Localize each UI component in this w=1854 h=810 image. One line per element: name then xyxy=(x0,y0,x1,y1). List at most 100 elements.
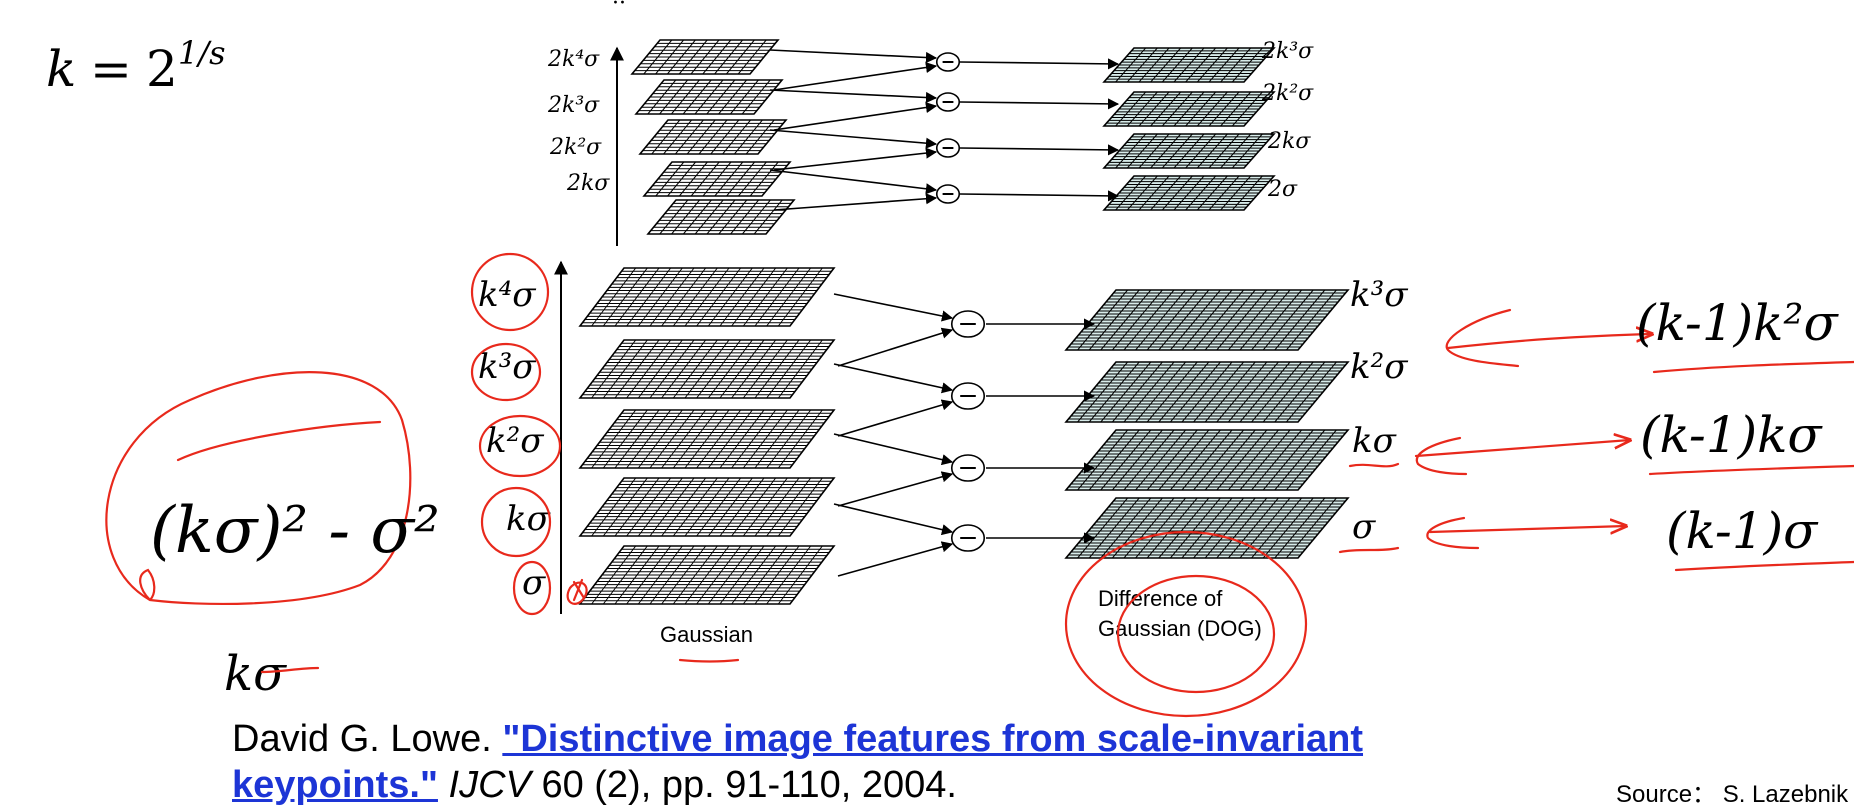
bottom-arrow-in xyxy=(833,293,954,322)
bottom-dog-label-4: σ xyxy=(1352,507,1376,547)
bottom-gaussian-grid xyxy=(578,339,836,399)
bottom-dog-label-1: k³σ xyxy=(1350,275,1408,315)
top-minus-node xyxy=(935,138,961,158)
annotation-note-1-underline xyxy=(1652,360,1854,374)
bottom-gaussian-label-1: k⁴σ xyxy=(478,275,536,315)
handwritten-left-below: kσ xyxy=(224,646,287,702)
bottom-gaussian-grid xyxy=(578,267,836,327)
bottom-gaussian-label-5: σ xyxy=(522,563,546,603)
annotation-left-loop xyxy=(105,371,412,606)
bottom-gaussian-grid xyxy=(578,477,836,537)
handwritten-left-formula: (kσ)² - σ² xyxy=(150,494,440,568)
bottom-dog-grid xyxy=(1064,429,1350,491)
annotation-circle-k xyxy=(480,486,552,558)
top-minus-node xyxy=(935,92,961,112)
bottom-gaussian-label-3: k²σ xyxy=(486,421,544,461)
top-gaussian-label-2: 2k³σ xyxy=(547,93,600,118)
annotation-gaussian-underline xyxy=(678,658,740,663)
top-gaussian-label-3: 2k²σ xyxy=(549,135,602,160)
bottom-arrow-in xyxy=(833,433,954,466)
top-minus-node xyxy=(935,52,961,72)
formula-base: 2 xyxy=(146,40,178,98)
annotation-arrow-2-right xyxy=(1414,440,1630,458)
top-gaussian-stack xyxy=(630,39,796,235)
top-gaussian-grid xyxy=(630,39,780,75)
bottom-arrow-in xyxy=(833,363,954,394)
annotation-left-tail xyxy=(260,666,320,674)
annotation-circle-k3 xyxy=(470,342,542,402)
top-arrow-in xyxy=(773,101,938,131)
top-gaussian-label-4: 2kσ xyxy=(566,171,610,196)
scale-formula: k = 2 1/s xyxy=(46,34,226,98)
annotation-ksigma-underline xyxy=(1348,462,1400,468)
formula-k: k xyxy=(46,40,76,98)
top-arrow-in xyxy=(773,193,938,211)
bottom-dog-label-2: k²σ xyxy=(1350,347,1408,387)
annotation-circle-sigma xyxy=(512,560,552,616)
bottom-dog-grid xyxy=(1064,361,1350,423)
top-gaussian-grid xyxy=(634,79,784,115)
dog-caption-line-2: Gaussian (DOG) xyxy=(1098,616,1262,641)
citation-details: 60 (2), pp. 91-110, 2004. xyxy=(530,764,957,806)
handwritten-right-note-3: (k-1)σ xyxy=(1666,502,1819,560)
citation-journal: IJCV xyxy=(448,764,531,806)
top-dog-grid xyxy=(1102,133,1276,169)
bottom-minus-node xyxy=(950,382,986,410)
handwritten-right-note-1: (k-1)k²σ xyxy=(1636,294,1839,352)
top-dog-label-4: 2σ xyxy=(1267,177,1298,202)
top-arrow-out xyxy=(959,58,1120,70)
annotation-arrow-3-left xyxy=(1426,516,1480,550)
citation-author: David G. Lowe. xyxy=(232,718,503,760)
top-octave: 2k⁴σ 2k³σ 2k²σ 2kσ 2k³σ 2k²σ 2kσ 2σ xyxy=(547,39,1314,246)
annotation-circle-k2 xyxy=(478,414,562,478)
top-arrow-in xyxy=(773,147,938,171)
top-arrow-in xyxy=(769,129,938,149)
top-minus-node xyxy=(935,184,961,204)
annotation-arrow-2-left xyxy=(1415,436,1468,476)
annotation-arrow-1-left xyxy=(1445,308,1520,368)
bottom-minus-node xyxy=(950,310,986,338)
bottom-subtraction-arrows xyxy=(833,293,1096,577)
bottom-dog-label-3: kσ xyxy=(1352,421,1397,461)
formula-equals: = xyxy=(90,40,132,98)
annotation-note-3-underline xyxy=(1674,560,1854,572)
bottom-arrow-in xyxy=(837,541,954,577)
bottom-dog-grid xyxy=(1064,497,1350,559)
annotation-scribble xyxy=(566,578,588,605)
bottom-gaussian-grid xyxy=(578,545,836,605)
top-subtraction-arrows xyxy=(769,49,1120,211)
top-dog-label-2: 2k²σ xyxy=(1261,81,1314,106)
dog-caption-line-1: Difference of xyxy=(1098,586,1223,611)
bottom-dog-grid xyxy=(1064,289,1350,351)
top-gaussian-grid xyxy=(638,119,788,155)
top-arrow-in xyxy=(769,49,938,64)
top-arrow-out xyxy=(959,98,1120,110)
bottom-gaussian-label-4: kσ xyxy=(506,499,551,539)
bottom-arrow-in xyxy=(837,471,954,507)
top-dog-grid xyxy=(1102,47,1276,83)
bottom-gaussian-label-2: k³σ xyxy=(478,347,536,387)
citation-title-link[interactable]: "Distinctive image features from scale-i… xyxy=(232,718,1364,806)
annotation-arrow-1-right xyxy=(1446,334,1652,350)
top-gaussian-label-1: 2k⁴σ xyxy=(547,47,600,72)
continuation-dots: ·· xyxy=(612,0,626,16)
source-credit: Source： S. Lazebnik xyxy=(1616,781,1849,808)
annotation-left-underline xyxy=(176,420,382,462)
top-arrow-out xyxy=(959,144,1120,156)
bottom-minus-node xyxy=(950,524,986,552)
top-arrow-out xyxy=(959,190,1120,202)
formula-exponent: 1/s xyxy=(178,34,226,72)
bottom-minus-node xyxy=(950,454,986,482)
top-arrow-in xyxy=(769,89,938,104)
bottom-gaussian-stack xyxy=(578,267,836,605)
annotation-note-2-underline xyxy=(1648,464,1854,476)
citation: David G. Lowe. "Distinctive image featur… xyxy=(232,716,1492,808)
gaussian-caption: Gaussian xyxy=(660,622,753,647)
annotation-sigma-underline xyxy=(1338,546,1400,554)
top-dog-label-3: 2kσ xyxy=(1267,129,1311,154)
top-gaussian-grid xyxy=(646,199,796,235)
bottom-gaussian-grid xyxy=(578,409,836,469)
top-gaussian-grid xyxy=(642,161,792,197)
bottom-arrow-in xyxy=(837,327,954,367)
